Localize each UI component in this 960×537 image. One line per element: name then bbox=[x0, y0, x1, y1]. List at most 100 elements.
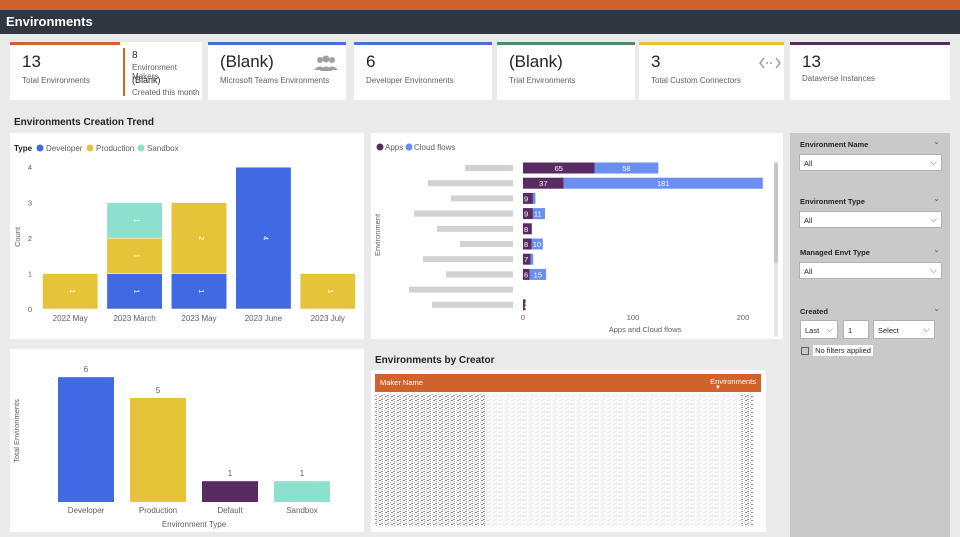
bar-segment-sandbox[interactable] bbox=[106, 202, 163, 239]
bar-production[interactable] bbox=[130, 397, 186, 502]
developer-environments-card[interactable]: 6 Developer Environments bbox=[354, 42, 492, 100]
created-this-month-value: (Blank) bbox=[132, 75, 161, 85]
chevron-down-icon: ⌵ bbox=[930, 157, 937, 167]
vertical-scrollbar-thumb[interactable] bbox=[774, 163, 778, 263]
chevron-down-icon[interactable]: ⌄ bbox=[933, 245, 940, 254]
created-period-value: Last bbox=[805, 326, 820, 335]
bar-segment-cloud-flows[interactable] bbox=[594, 162, 659, 174]
bar-segment-production[interactable] bbox=[299, 273, 356, 310]
chevron-down-icon[interactable]: ⌄ bbox=[933, 137, 940, 146]
chevron-down-icon: ⌵ bbox=[826, 324, 833, 334]
data-label: 1 bbox=[68, 289, 75, 293]
bar-developer[interactable] bbox=[58, 377, 114, 502]
teams-environments-value: (Blank) bbox=[220, 52, 274, 71]
redacted-label bbox=[409, 286, 513, 293]
legend-developer-marker bbox=[36, 144, 44, 152]
data-label: 1 bbox=[133, 289, 140, 293]
bar-segment-apps[interactable] bbox=[523, 223, 532, 235]
bar-segment-developer[interactable] bbox=[235, 166, 292, 310]
bar-sandbox[interactable] bbox=[274, 481, 330, 502]
bar-segment-cloud-flows[interactable] bbox=[531, 238, 543, 250]
data-label: 1 bbox=[228, 469, 233, 478]
bar-segment-cloud-flows[interactable] bbox=[532, 192, 536, 204]
card-accent-bar bbox=[497, 42, 635, 45]
card-accent-bar bbox=[354, 42, 492, 45]
bar-segment-cloud-flows[interactable] bbox=[529, 268, 547, 280]
data-label: 1 bbox=[300, 469, 305, 478]
data-label: 7 bbox=[524, 255, 528, 264]
bar-segment-developer[interactable] bbox=[106, 273, 163, 310]
column-header-maker-name[interactable]: Maker Name bbox=[380, 378, 423, 387]
sort-descending-icon[interactable]: ▼ bbox=[715, 385, 721, 391]
data-label: 2 bbox=[524, 301, 528, 310]
creator-table[interactable]: Maker Name Environments ▼ bbox=[371, 370, 766, 532]
bar-segment-apps[interactable] bbox=[523, 253, 531, 265]
redacted-label bbox=[451, 195, 513, 202]
trial-environments-card[interactable]: (Blank) Trial Environments bbox=[497, 42, 635, 100]
column-header-environments[interactable]: Environments bbox=[710, 377, 756, 386]
bar-segment-cloud-flows[interactable] bbox=[532, 208, 545, 220]
environment-name-dropdown[interactable]: All ⌵ bbox=[799, 154, 942, 171]
developer-environments-value: 6 bbox=[366, 52, 376, 71]
bar-segment-production[interactable] bbox=[42, 273, 99, 310]
apps-flows-chart[interactable]: Apps Cloud flows Environment Apps and Cl… bbox=[371, 133, 783, 339]
total-environments-card[interactable]: 13 Total Environments 8 Environment Make… bbox=[10, 42, 202, 100]
trend-section-title: Environments Creation Trend bbox=[14, 117, 155, 128]
bar-segment-cloud-flows[interactable] bbox=[563, 177, 763, 189]
creation-trend-chart[interactable]: Type Developer Production Sandbox Count … bbox=[10, 133, 364, 339]
bar-segment-developer[interactable] bbox=[171, 273, 227, 310]
bar-segment-apps[interactable] bbox=[523, 177, 564, 189]
bar-segment-cloud-flows[interactable] bbox=[530, 253, 534, 265]
legend-production-marker bbox=[86, 144, 94, 152]
redacted-label bbox=[460, 241, 513, 247]
apps-flows-svg: Apps Cloud flows Environment Apps and Cl… bbox=[373, 143, 778, 337]
bar-default[interactable] bbox=[202, 481, 258, 502]
data-label: 4 bbox=[261, 236, 268, 240]
teams-environments-label: Microsoft Teams Environments bbox=[220, 76, 330, 85]
x-tick-label: 200 bbox=[737, 313, 750, 322]
bar-segment-apps[interactable] bbox=[523, 238, 532, 250]
bar-segment-apps[interactable] bbox=[523, 162, 595, 174]
creation-trend-svg: Type Developer Production Sandbox Count … bbox=[13, 144, 356, 323]
created-unit-dropdown[interactable]: Select ⌵ bbox=[873, 320, 935, 339]
redacted-label bbox=[446, 271, 513, 278]
custom-connectors-card[interactable]: 3 Total Custom Connectors bbox=[639, 42, 784, 100]
trend-marks: 0 1 2 3 4 1 2022 May 1 1 1 2023 March 1 2 2023 May 4 20… bbox=[28, 163, 356, 323]
type-x-axis-title: Environment Type bbox=[162, 520, 227, 529]
environment-type-chart[interactable]: Total Environments Environment Type 6 Dev… bbox=[10, 349, 364, 532]
custom-connectors-label: Total Custom Connectors bbox=[651, 76, 741, 85]
card-accent-bar bbox=[208, 42, 346, 45]
filter-status-text: No filters applied bbox=[813, 345, 873, 356]
bar-segment-apps[interactable] bbox=[523, 299, 526, 311]
redacted-label bbox=[465, 165, 513, 171]
legend-developer-label: Developer bbox=[46, 144, 83, 153]
created-count-value: 1 bbox=[848, 326, 853, 335]
bar-segment-apps[interactable] bbox=[523, 192, 533, 204]
legend-apps-label: Apps bbox=[385, 143, 403, 152]
chevron-down-icon[interactable]: ⌄ bbox=[933, 194, 940, 203]
environment-type-dropdown[interactable]: All ⌵ bbox=[799, 211, 942, 228]
x-tick-label: 2023 June bbox=[245, 314, 283, 323]
trend-legend-title: Type bbox=[14, 144, 33, 153]
created-slicer-title: Created bbox=[800, 307, 828, 316]
filter-status: No filters applied bbox=[801, 345, 873, 358]
data-label: 6 bbox=[84, 365, 89, 374]
dataverse-instances-label: Dataverse Instances bbox=[802, 74, 875, 83]
environment-type-slicer-title: Environment Type bbox=[800, 197, 865, 206]
teams-environments-card[interactable]: (Blank) Microsoft Teams Environments bbox=[208, 42, 346, 100]
type-y-axis-title: Total Environments bbox=[12, 399, 21, 463]
custom-connectors-value: 3 bbox=[651, 52, 661, 71]
dataverse-instances-card[interactable]: 13 Dataverse Instances bbox=[790, 42, 950, 100]
created-period-dropdown[interactable]: Last ⌵ bbox=[800, 320, 838, 339]
chevron-down-icon[interactable]: ⌄ bbox=[933, 304, 940, 313]
page-title: Environments bbox=[6, 14, 93, 29]
redacted-table-rows bbox=[375, 394, 753, 526]
legend-cloud-flows-label: Cloud flows bbox=[414, 143, 455, 152]
x-tick-label: 2022 May bbox=[53, 314, 88, 323]
bar-segment-apps[interactable] bbox=[523, 268, 530, 280]
bar-segment-apps[interactable] bbox=[523, 208, 533, 220]
created-count-input[interactable]: 1 bbox=[843, 320, 869, 339]
managed-envt-type-dropdown[interactable]: All ⌵ bbox=[799, 262, 942, 279]
legend-production-label: Production bbox=[96, 144, 134, 153]
bar-segment-production[interactable] bbox=[171, 202, 227, 274]
